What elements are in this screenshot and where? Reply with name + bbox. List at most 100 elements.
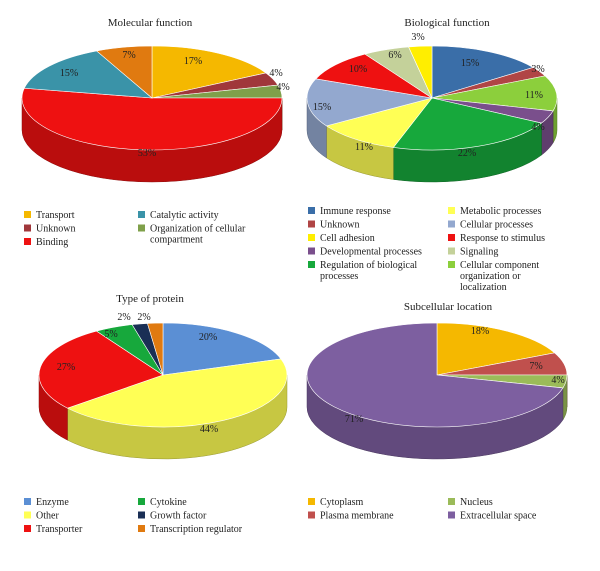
legend-swatch: [448, 207, 455, 214]
legend-swatch: [448, 247, 455, 255]
legend-swatch: [308, 247, 315, 255]
slice-value-label: 11%: [525, 90, 543, 101]
pie-slice-6: [147, 322, 164, 376]
legend-swatch: [308, 498, 315, 505]
slice-value-label: 4%: [531, 122, 544, 133]
legend-swatch: [138, 511, 145, 519]
legend-swatch: [138, 525, 145, 532]
pie-slice-1: [162, 322, 282, 376]
slice-value-label: 2%: [117, 312, 130, 323]
legend-label: Plasma membrane: [320, 511, 394, 522]
pie-slice-8: [315, 53, 433, 99]
legend-label: Cytokine: [150, 497, 187, 508]
slice-value-label: 3%: [411, 32, 424, 43]
legend-label: Extracellular space: [460, 511, 537, 522]
pie-chart-4: Subcellular location 18% 7% 4% 71% Cytoplasm P…: [306, 301, 568, 522]
legend-swatch: [138, 224, 145, 232]
legend-swatch: [308, 220, 315, 228]
pie-chart-2: Biological function 15% 3% 11% 4% 22% 11% 15% 10…: [306, 17, 558, 293]
slice-value-label: 15%: [313, 102, 331, 113]
slice-value-label: 22%: [458, 148, 476, 159]
pie-slice-3: [431, 75, 558, 112]
legend-swatch: [24, 511, 31, 519]
legend-swatch: [448, 511, 455, 519]
slice-value-label: 44%: [200, 424, 218, 435]
legend-label: Binding: [36, 237, 68, 248]
legend-label: Transporter: [36, 524, 83, 535]
legend-swatch: [24, 224, 31, 232]
slice-value-label: 18%: [471, 326, 489, 337]
legend-swatch: [24, 498, 31, 505]
slice-value-label: 3%: [531, 64, 544, 75]
slice-value-label: 11%: [355, 142, 373, 153]
chart-title: Molecular function: [108, 17, 193, 29]
legend-swatch: [138, 211, 145, 218]
legend-label: Growth factor: [150, 511, 207, 522]
legend-label: Catalytic activity: [150, 210, 219, 221]
legend-label: Immune response: [320, 206, 391, 217]
slice-value-label: 71%: [345, 414, 363, 425]
pie-slice-4: [306, 322, 564, 428]
pie-slice-5: [23, 50, 153, 99]
legend-label: Cytoplasm: [320, 497, 364, 508]
slice-value-label: 53%: [138, 148, 156, 159]
chart-title: Biological function: [404, 17, 490, 29]
pie-slice-7: [306, 78, 433, 127]
slice-value-label: 4%: [276, 82, 289, 93]
slice-value-label: 17%: [184, 56, 202, 67]
legend-label: Other: [36, 511, 59, 522]
legend-label: Cellular processes: [460, 220, 533, 231]
pie-slice-6: [95, 45, 153, 99]
legend-label: Cell adhesion: [320, 233, 375, 244]
legend-swatch: [24, 238, 31, 245]
slice-value-label: 2%: [137, 312, 150, 323]
legend-label: Metabolic processes: [460, 206, 541, 217]
legend-label: Signaling: [460, 247, 498, 258]
legend-swatch: [138, 498, 145, 505]
slice-value-label: 7%: [122, 50, 135, 61]
legend-label: Nucleus: [460, 497, 493, 508]
slice-value-label: 15%: [461, 58, 479, 69]
legend-swatch: [448, 234, 455, 241]
legend-label: Transcription regulator: [150, 524, 243, 535]
chart-title: Subcellular location: [404, 301, 493, 313]
pie-slice-2: [66, 358, 288, 428]
legend-swatch: [308, 511, 315, 519]
slice-value-label: 4%: [551, 375, 564, 386]
chart-legend: Immune response Unknown Cell adhesion Devel…: [308, 206, 545, 293]
legend-label: Cellular component organization or localiz…: [460, 260, 539, 293]
pie-slice-10: [408, 45, 433, 99]
legend-label: Response to stimulus: [460, 233, 545, 244]
pie-chart-1: Molecular function 17% 4% 4% 53% 15% 7% Transpo…: [21, 17, 290, 248]
pie-slice-1: [151, 45, 267, 99]
legend-label: Transport: [36, 210, 75, 221]
slice-value-label: 27%: [57, 362, 75, 373]
legend-label: Unknown: [36, 224, 75, 235]
pie-slice-3: [38, 330, 164, 409]
legend-label: Regulation of biological processes: [320, 260, 417, 282]
legend-label: Unknown: [320, 220, 359, 231]
slice-value-label: 5%: [104, 329, 117, 340]
slice-value-label: 10%: [349, 64, 367, 75]
legend-swatch: [448, 498, 455, 505]
legend-swatch: [308, 207, 315, 214]
slice-value-label: 20%: [199, 332, 217, 343]
pie-slice-6: [325, 97, 433, 148]
legend-swatch: [24, 525, 31, 532]
chart-legend: Enzyme Other Transporter Cytokine Growth fac…: [24, 497, 243, 535]
legend-swatch: [448, 261, 455, 268]
slice-value-label: 6%: [388, 50, 401, 61]
legend-swatch: [308, 234, 315, 241]
slice-value-label: 4%: [269, 68, 282, 79]
chart-title: Type of protein: [116, 293, 184, 305]
slice-value-label: 7%: [529, 361, 542, 372]
legend-swatch: [308, 261, 315, 268]
legend-swatch: [24, 211, 31, 218]
legend-label: Enzyme: [36, 497, 69, 508]
chart-legend: Transport Unknown Binding Catalytic activit…: [24, 210, 246, 248]
pie-slice-1: [436, 322, 556, 376]
legend-label: Developmental processes: [320, 247, 422, 258]
pie-slice-4: [21, 87, 283, 151]
